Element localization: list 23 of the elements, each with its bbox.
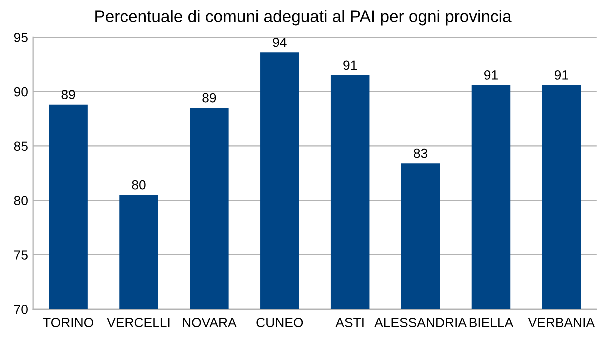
y-tick-label: 70 bbox=[14, 304, 28, 314]
chart-title: Percentuale di comuni adeguati al PAI per ogni provincia bbox=[96, 10, 512, 26]
y-tick-label: 80 bbox=[14, 196, 28, 206]
x-tick-label: NOVARA bbox=[183, 318, 237, 328]
x-tick-label: TORINO bbox=[43, 318, 94, 328]
y-tick-label: 90 bbox=[14, 87, 28, 97]
y-tick-label: 85 bbox=[14, 142, 28, 152]
x-tick-label: VERCELLI bbox=[107, 318, 170, 328]
x-tick-label: BIELLA bbox=[470, 318, 514, 328]
data-label: 91 bbox=[554, 70, 568, 80]
y-tick-label: 75 bbox=[14, 250, 28, 260]
data-label: 80 bbox=[132, 180, 146, 190]
data-label: 89 bbox=[202, 93, 216, 103]
data-label: 83 bbox=[414, 148, 428, 158]
x-tick-label: CUNEO bbox=[256, 318, 304, 328]
data-label: 91 bbox=[484, 70, 498, 80]
x-tick-label: ASTI bbox=[336, 318, 364, 328]
data-label: 91 bbox=[344, 60, 358, 70]
data-label: 89 bbox=[62, 90, 76, 100]
x-tick-label: VERBANIA bbox=[528, 318, 596, 328]
data-label: 94 bbox=[273, 38, 287, 48]
y-tick-label: 95 bbox=[14, 32, 28, 42]
x-tick-label: ALESSANDRIA bbox=[374, 318, 467, 328]
